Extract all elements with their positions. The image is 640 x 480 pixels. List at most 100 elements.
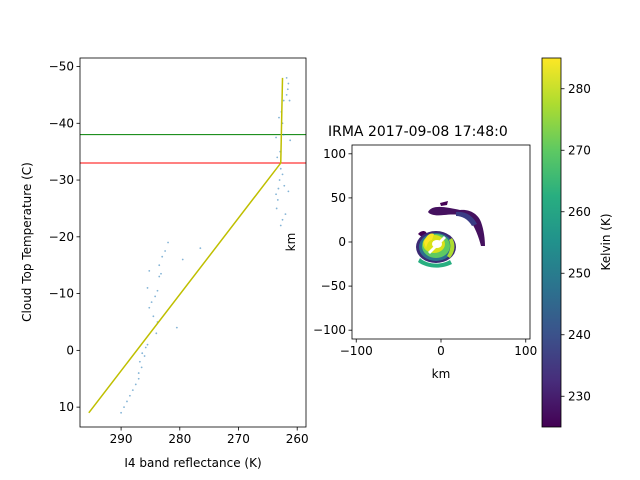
- scatter-point: [128, 394, 131, 397]
- scatter-point: [155, 332, 158, 335]
- scatter-point: [285, 76, 288, 79]
- scatter-x-tick-label: 290: [110, 432, 133, 446]
- scatter-point: [283, 184, 286, 187]
- scatter-y-tick-label: 10: [59, 400, 74, 414]
- scatter-point: [167, 241, 169, 244]
- scatter-point: [160, 272, 162, 275]
- scatter-point: [288, 99, 291, 102]
- scatter-y-tick-label: −20: [49, 230, 74, 244]
- scatter-point: [281, 173, 284, 176]
- colorbar-gradient: [542, 58, 561, 427]
- scatter-point: [156, 289, 159, 292]
- scatter-point: [276, 156, 279, 159]
- scatter-point: [143, 355, 146, 357]
- scatter-point: [279, 224, 282, 227]
- scatter-ticks: 290 280 270 260 −50 −40 −30 −20 −10 0 10: [49, 60, 309, 446]
- scatter-point: [164, 250, 167, 252]
- colorbar-tick-label: 230: [568, 389, 591, 403]
- colorbar: 230 240 250 260 270 280 Kelvin (K): [541, 57, 613, 428]
- scatter-point: [154, 295, 157, 298]
- scatter-point: [158, 264, 161, 267]
- scatter-point: [181, 258, 184, 261]
- storm-south-band: [418, 258, 452, 268]
- scatter-point: [275, 207, 278, 210]
- heatmap-y-tick-label: 100: [323, 147, 346, 161]
- scatter-x-axis-label: I4 band reflectance (K): [124, 456, 261, 470]
- scatter-point: [275, 136, 277, 139]
- scatter-point: [120, 411, 122, 414]
- scatter-point: [126, 400, 128, 403]
- storm-image: [416, 201, 485, 268]
- scatter-point: [286, 88, 289, 91]
- scatter-point: [277, 187, 280, 190]
- colorbar-label: Kelvin (K): [599, 213, 613, 270]
- scatter-axes-frame: [79, 57, 307, 428]
- scatter-point: [152, 315, 155, 318]
- scatter-point: [150, 301, 153, 304]
- scatter-point: [137, 377, 140, 380]
- scatter-y-tick-label: 0: [66, 343, 74, 357]
- scatter-point: [278, 116, 280, 119]
- scatter-point: [123, 406, 125, 409]
- colorbar-tick-label: 260: [568, 205, 591, 219]
- heatmap-y-tick-label: 0: [338, 235, 346, 249]
- scatter-point: [146, 287, 149, 289]
- storm-arc-band-inner: [456, 211, 477, 226]
- fit-line: [88, 77, 284, 414]
- heatmap-x-tick-label: −100: [340, 344, 373, 358]
- scatter-point: [148, 269, 151, 272]
- scatter-point: [282, 133, 285, 136]
- colorbar-ticks: 230 240 250 260 270 280: [561, 82, 591, 403]
- colorbar-tick-label: 240: [568, 328, 591, 342]
- scatter-point: [278, 179, 281, 181]
- scatter-y-tick-label: −50: [49, 60, 74, 74]
- heatmap-ticks: −100 0 100 −100 −50 0 50 100: [313, 147, 537, 358]
- scatter-y-tick-label: −40: [49, 116, 74, 130]
- scatter-point: [282, 99, 285, 102]
- heatmap-y-tick-label: 50: [331, 191, 346, 205]
- scatter-point: [144, 346, 147, 349]
- scatter-x-tick-label: 260: [286, 432, 309, 446]
- scatter-point: [146, 343, 149, 346]
- heatmap-y-tick-label: −50: [321, 279, 346, 293]
- storm-east-band: [447, 238, 455, 258]
- scatter-point: [158, 275, 161, 278]
- scatter-point: [285, 94, 288, 96]
- scatter-point: [141, 352, 144, 355]
- scatter-point: [161, 255, 164, 258]
- heatmap-x-tick-label: 100: [514, 344, 537, 358]
- heatmap-x-axis-label: km: [432, 367, 451, 381]
- heatmap-panel: −100 0 100 −100 −50 0 50 100 IRMA 2017-09-08 17…: [284, 124, 537, 381]
- scatter-point: [284, 213, 287, 216]
- scatter-point: [134, 383, 137, 386]
- colorbar-frame: [541, 57, 562, 428]
- scatter-point: [289, 139, 292, 142]
- scatter-point: [138, 360, 141, 363]
- scatter-point: [287, 82, 290, 85]
- scatter-x-tick-label: 280: [168, 432, 191, 446]
- scatter-point: [131, 389, 134, 391]
- scatter-point: [148, 306, 151, 309]
- colorbar-tick-label: 250: [568, 266, 591, 280]
- colorbar-tick-label: 270: [568, 143, 591, 157]
- scatter-point: [287, 190, 290, 193]
- scatter-point: [276, 199, 279, 201]
- scatter-y-tick-label: −10: [49, 287, 74, 301]
- scatter-point: [275, 193, 277, 196]
- scatter-point: [137, 372, 140, 374]
- scatter-y-tick-label: −30: [49, 173, 74, 187]
- storm-core-band: [424, 233, 434, 248]
- scatter-x-tick-label: 270: [227, 432, 250, 446]
- storm-spiral-tail: [440, 201, 448, 206]
- heatmap-y-tick-label: −100: [313, 323, 346, 337]
- scatter-y-axis-label: Cloud Top Temperature (C): [20, 162, 34, 322]
- heatmap-title: IRMA 2017-09-08 17:48:0: [328, 124, 508, 140]
- scatter-point: [199, 247, 202, 250]
- scatter-panel: 290 280 270 260 −50 −40 −30 −20 −10 0 10 I4 band r…: [20, 57, 309, 470]
- storm-eye-streak: [428, 236, 446, 254]
- heatmap-y-axis-label: km: [284, 233, 298, 252]
- scatter-plot-area: [80, 76, 306, 414]
- scatter-point: [140, 366, 143, 369]
- heatmap-x-tick-label: 0: [437, 344, 445, 358]
